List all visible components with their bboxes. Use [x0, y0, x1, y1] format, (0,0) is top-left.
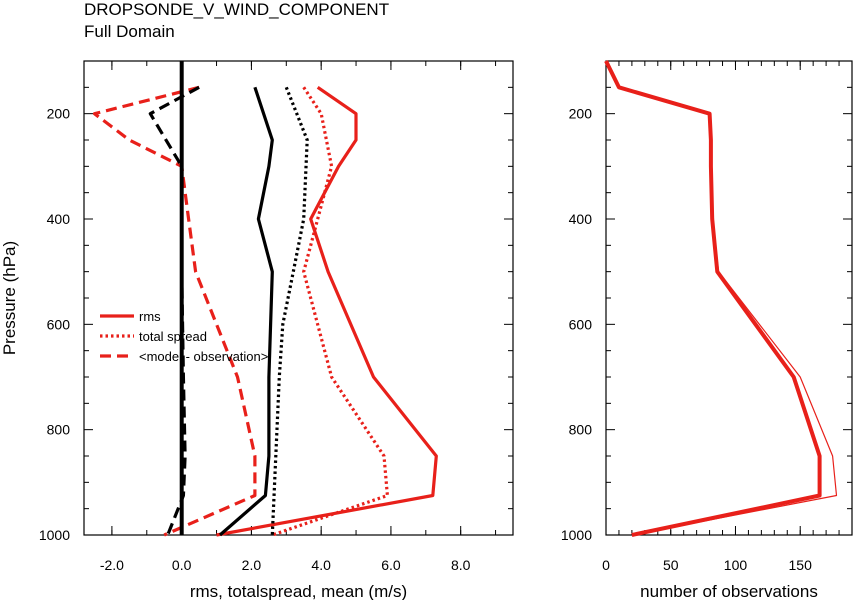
chart-title: DROPSONDE_V_WIND_COMPONENT [84, 0, 390, 19]
chart-subtitle: Full Domain [84, 22, 175, 41]
y-tick-label: 1000 [39, 527, 70, 543]
y-tick-label: 600 [569, 316, 593, 332]
y-tick-label: 1000 [561, 527, 592, 543]
series-line-1 [605, 60, 838, 536]
x-tick-label: 2.0 [242, 557, 262, 573]
series-line-0 [216, 85, 438, 537]
legend-label: <model - observation> [139, 349, 268, 364]
x-tick-label: 150 [789, 557, 813, 573]
legend-label: total spread [139, 329, 207, 344]
series-line-4 [270, 86, 309, 536]
y-tick-label: 400 [569, 211, 593, 227]
x-tick-label: 8.0 [451, 557, 471, 573]
series-line-2 [92, 85, 257, 537]
plot-frame [83, 60, 514, 536]
series-line-3 [218, 86, 274, 537]
y-tick-label: 600 [47, 316, 71, 332]
y-tick-label: 200 [569, 106, 593, 122]
x-tick-label: 0 [602, 557, 610, 573]
x-tick-label: -2.0 [100, 557, 124, 573]
x-tick-label: 6.0 [381, 557, 401, 573]
x-tick-label: 50 [663, 557, 679, 573]
series-line-0 [604, 60, 822, 537]
right-panel: 200 400 600 800 1000 0 50 100 150 number of obser… [561, 60, 853, 600]
y-tick-label: 800 [569, 422, 593, 438]
left-panel: 200 400 600 800 1000 -2.0 0.0 2.0 4.0 6.0 8.0 rms, … [0, 60, 514, 600]
y-tick-label: 800 [47, 422, 71, 438]
x-tick-label: 4.0 [311, 557, 331, 573]
y-axis-label: Pressure (hPa) [0, 241, 19, 355]
plot-frame [605, 60, 853, 536]
x-tick-label: 0.0 [172, 557, 192, 573]
legend-label: rms [139, 309, 161, 324]
x-tick-label: 100 [724, 557, 748, 573]
series-line-1 [271, 86, 389, 537]
y-tick-label: 200 [47, 106, 71, 122]
x-axis-label: number of observations [640, 582, 818, 600]
x-axis-label: rms, totalspread, mean (m/s) [190, 582, 407, 600]
y-tick-label: 400 [47, 211, 71, 227]
